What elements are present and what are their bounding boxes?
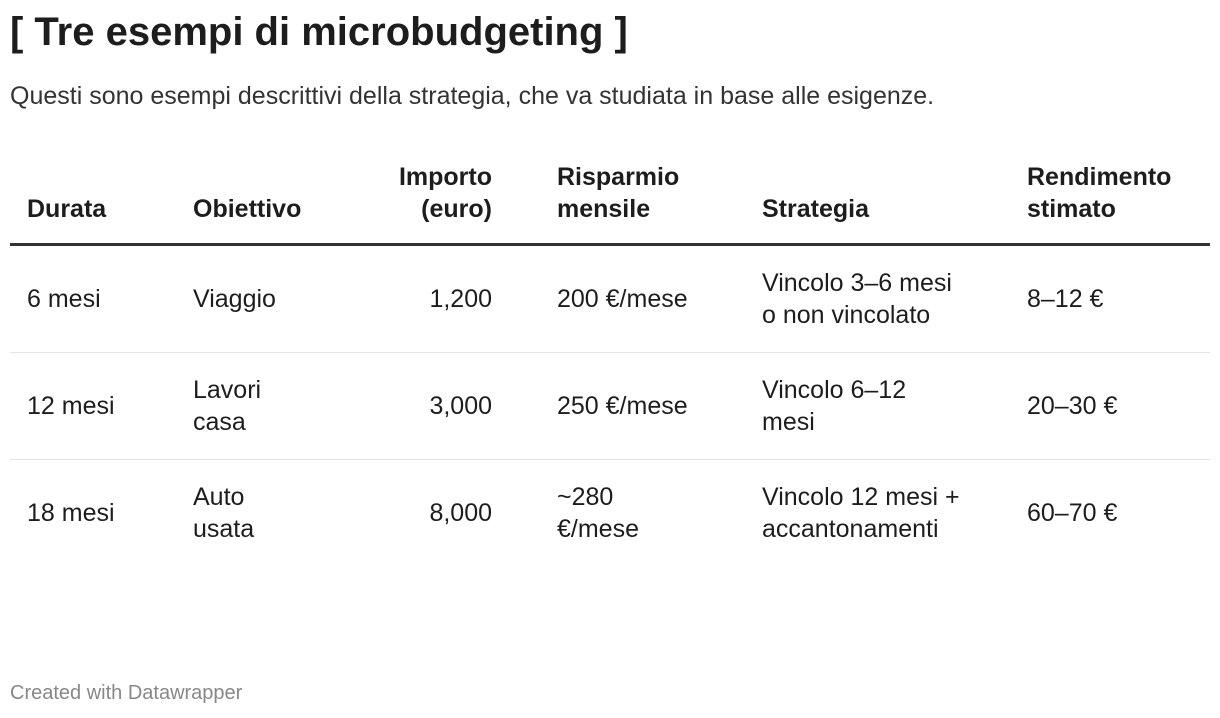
credit: Created with Datawrapper xyxy=(10,682,243,704)
table-cell: 3,000 xyxy=(351,352,508,460)
table-cell: Lavori casa xyxy=(177,352,351,460)
table-row: 18 mesi Auto usata 8,000 ~280 €/mese Vincolo… xyxy=(10,460,1210,567)
column-header: Strategia xyxy=(713,160,962,246)
table-cell: 250 €/mese xyxy=(508,352,713,460)
table-cell: 60–70 € xyxy=(1027,499,1118,527)
table-row: 12 mesi Lavori casa 3,000 250 €/mese Vincolo… xyxy=(10,352,1210,460)
table-cell: ~280 €/mese xyxy=(557,483,639,543)
table-cell: 18 mesi xyxy=(27,499,115,527)
title: [ Tre esempi di microbudgeting ] xyxy=(10,10,628,54)
table-cell: Vincolo 6–12 mesi xyxy=(713,352,962,460)
table-row: 6 mesi Viaggio 1,200 200 €/mese Vincolo 3–6 … xyxy=(10,244,1210,353)
table-cell: 12 mesi xyxy=(10,352,177,460)
data-table: Durata Obiettivo Importo (euro) Risparmio m… xyxy=(10,160,1210,566)
table-body: 6 mesi Viaggio 1,200 200 €/mese Vincolo 3–6 … xyxy=(10,244,1210,567)
column-header: Durata xyxy=(10,160,177,246)
column-header: Risparmio mensile xyxy=(508,160,713,246)
table-cell: 20–30 € xyxy=(962,352,1210,460)
table-cell: 8,000 xyxy=(429,499,492,527)
table-cell: Auto usata xyxy=(193,483,255,543)
column-header: Obiettivo xyxy=(177,160,351,246)
table-cell: Vincolo 12 mesi + accantonamenti xyxy=(762,483,960,543)
subtitle: Questi sono esempi descrittivi della str… xyxy=(10,82,935,110)
table-cell: 8–12 € xyxy=(962,244,1210,353)
table-cell: Vincolo 3–6 mesi o non vincolato xyxy=(713,244,962,353)
column-header: Importo (euro) xyxy=(351,160,508,246)
column-header: Rendimento stimato xyxy=(962,160,1210,246)
table-cell: 6 mesi xyxy=(10,244,177,353)
table-cell: 200 €/mese xyxy=(508,244,713,353)
table-cell: 1,200 xyxy=(351,244,508,353)
table-cell: Viaggio xyxy=(177,244,351,353)
header-row: Durata Obiettivo Importo (euro) Risparmio m… xyxy=(10,160,1210,246)
